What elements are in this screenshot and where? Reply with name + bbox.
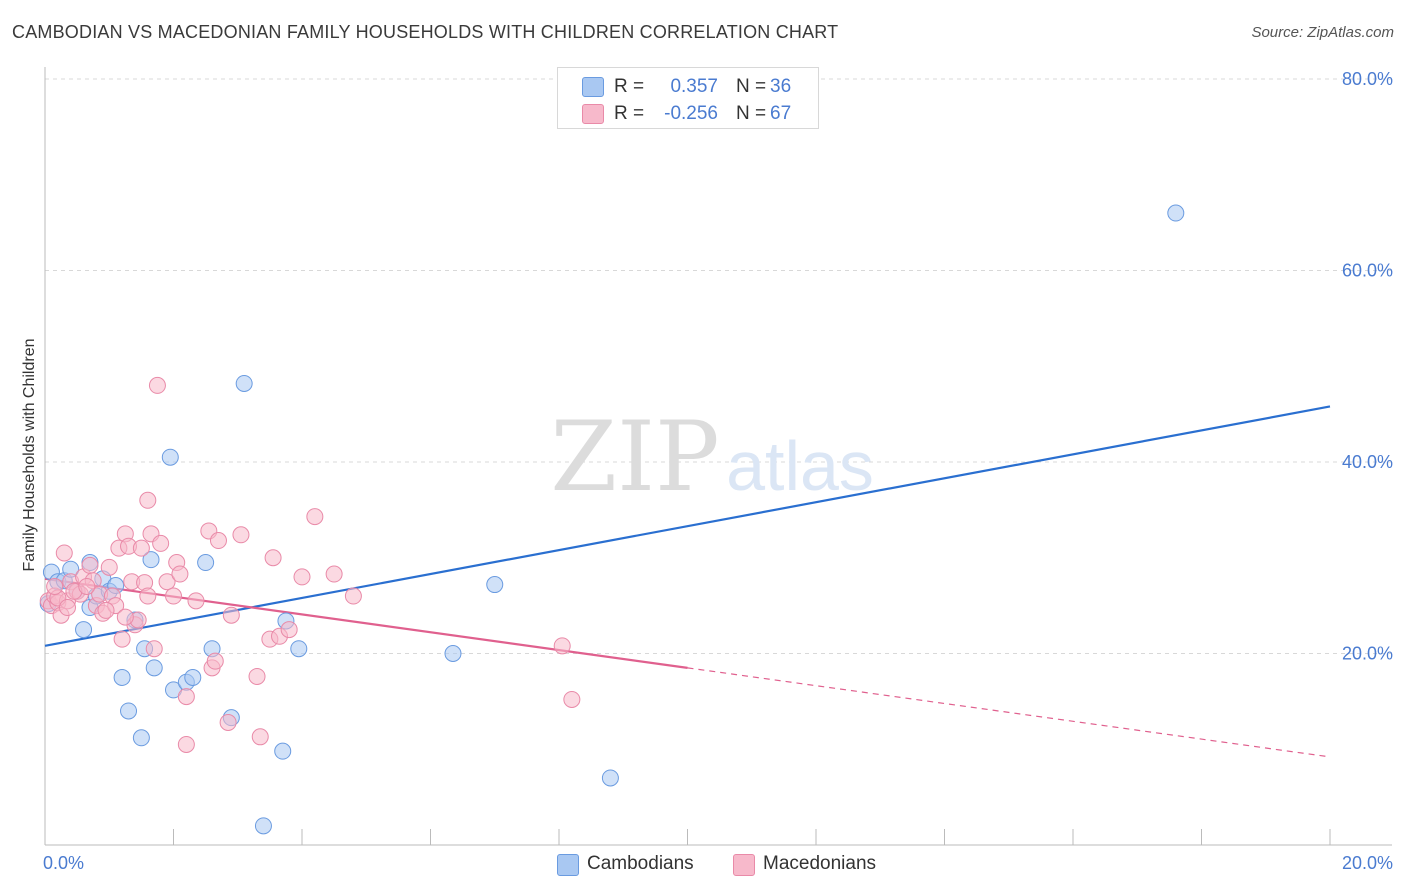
cambodian-point (275, 743, 291, 759)
macedonian-point (554, 638, 570, 654)
cambodian-point (76, 622, 92, 638)
cambodian-point (445, 646, 461, 662)
macedonian-point (140, 588, 156, 604)
watermark-atlas: atlas (726, 427, 874, 505)
macedonian-trend-extension (688, 668, 1331, 757)
n-value: 36 (770, 76, 791, 98)
macedonian-point (564, 691, 580, 707)
macedonian-point (252, 729, 268, 745)
cambodian-point (487, 577, 503, 593)
n-label: N = (736, 103, 766, 125)
y-tick-label: 40.0% (1342, 452, 1393, 472)
n-value: 67 (770, 103, 791, 125)
cambodian-point (255, 818, 271, 834)
macedonian-point (220, 714, 236, 730)
macedonian-point (149, 377, 165, 393)
watermark: ZIP atlas (550, 401, 874, 513)
legend-label: Macedonians (763, 853, 876, 875)
y-tick-label: 20.0% (1342, 644, 1393, 664)
cambodian-point (1168, 205, 1184, 221)
n-label: N = (736, 76, 766, 98)
cambodian-point (162, 449, 178, 465)
macedonian-point (188, 593, 204, 609)
y-tick-label: 60.0% (1342, 261, 1393, 281)
y-tick-label: 80.0% (1342, 69, 1393, 89)
cambodian-point (236, 375, 252, 391)
macedonian-point (133, 540, 149, 556)
macedonian-swatch (733, 854, 755, 876)
macedonian-point (233, 527, 249, 543)
cambodian-point (602, 770, 618, 786)
macedonian-swatch (582, 104, 604, 124)
cambodian-point (185, 669, 201, 685)
macedonian-point (265, 550, 281, 566)
macedonian-point (210, 533, 226, 549)
cambodian-point (198, 555, 214, 571)
macedonian-point (59, 600, 75, 616)
macedonian-point (207, 653, 223, 669)
macedonian-point (146, 641, 162, 657)
data-points (40, 205, 1184, 834)
cambodian-point (146, 660, 162, 676)
macedonian-point (114, 631, 130, 647)
macedonian-point (153, 535, 169, 551)
macedonian-point (166, 588, 182, 604)
x-tick-label: 0.0% (43, 853, 84, 873)
y-axis-label: Family Households with Children (21, 339, 38, 572)
macedonian-point (249, 668, 265, 684)
r-value: -0.256 (648, 103, 718, 125)
cambodian-point (114, 669, 130, 685)
macedonian-point (178, 736, 194, 752)
macedonian-point (345, 588, 361, 604)
legend-label: Cambodians (587, 853, 694, 875)
macedonian-point (101, 559, 117, 575)
cambodian-point (291, 641, 307, 657)
gridlines (45, 79, 1392, 654)
macedonian-point (178, 689, 194, 705)
macedonian-point (294, 569, 310, 585)
r-value: 0.357 (648, 76, 718, 98)
macedonian-point (326, 566, 342, 582)
macedonian-point (56, 545, 72, 561)
r-label: R = (614, 103, 644, 125)
macedonian-point (98, 602, 114, 618)
cambodian-swatch (582, 77, 604, 97)
macedonian-point (117, 609, 133, 625)
macedonian-point (223, 607, 239, 623)
watermark-zip: ZIP (550, 401, 719, 513)
correlation-legend: R = 0.357 N = 36 R = -0.256 N = 67 (557, 67, 819, 129)
macedonian-point (307, 509, 323, 525)
cambodian-swatch (557, 854, 579, 876)
macedonian-point (281, 622, 297, 638)
cambodian-point (121, 703, 137, 719)
cambodian-point (133, 730, 149, 746)
macedonian-point (140, 492, 156, 508)
r-label: R = (614, 76, 644, 98)
macedonian-point (172, 566, 188, 582)
scatter-chart: ZIP atlas Family Households with Childre… (0, 0, 1406, 892)
macedonian-point (79, 578, 95, 594)
macedonian-point (82, 557, 98, 573)
macedonian-point (47, 578, 63, 594)
x-tick-label: 20.0% (1342, 853, 1393, 873)
